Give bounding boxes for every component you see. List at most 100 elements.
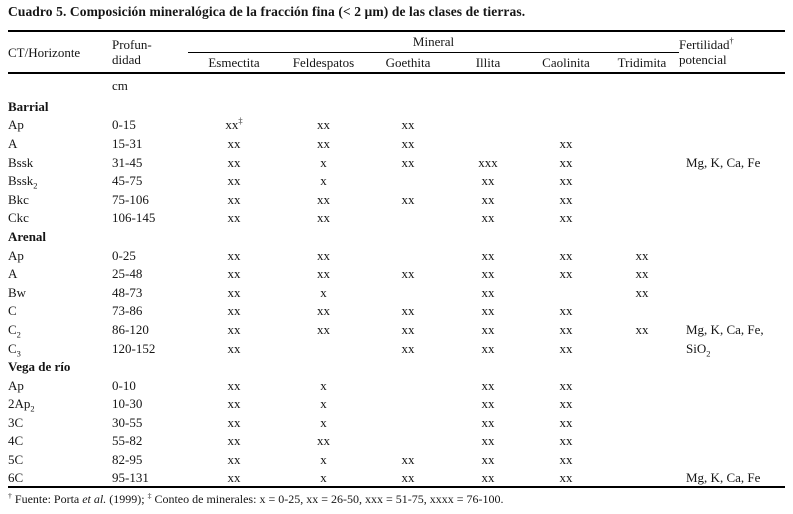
mineral-cell-feldespatos: xx (317, 117, 330, 133)
table-row: A 25-48 xx xx xx xx xx xx (8, 264, 785, 283)
fertility-cell (679, 116, 785, 135)
horizon-cell: Bkc (8, 191, 29, 207)
mineral-cell-illita: xx (481, 173, 495, 189)
col-header-fertilidad-line2: potencial (679, 52, 727, 67)
fertility-cell (679, 246, 785, 265)
mineral-cell-illita: xx (481, 414, 495, 430)
mineral-cell-esmectita: xx (227, 433, 241, 449)
mineral-cell-tridimita: xx (635, 247, 649, 263)
mineral-cell-feldespatos: xx (317, 321, 330, 337)
depth-cell: 30-55 (112, 414, 143, 430)
mineral-cell-tridimita (605, 413, 679, 432)
table-row: C 73-86 xx xx xx xx xx (8, 302, 785, 321)
mineral-cell-esmectita: xx (227, 135, 241, 151)
horizon-cell: 4C (8, 433, 24, 449)
mineral-cell-goethita: xx (401, 321, 415, 337)
mineral-cell-illita: xx (481, 284, 495, 300)
fertility-cell (679, 283, 785, 302)
mineral-cell-caolinita: xx (559, 470, 573, 486)
mineral-cell-tridimita (605, 450, 679, 469)
fertility-cell (679, 264, 785, 283)
table-header: CT/Horizonte Profun- didad Mineral Ferti… (8, 31, 785, 73)
mineral-cell-illita: xx (481, 210, 495, 226)
mineral-cell-caolinita: xx (559, 266, 573, 282)
fertility-cell (679, 432, 785, 451)
horizon-cell: 3C (8, 414, 24, 430)
mineral-cell-caolinita: xx (559, 433, 573, 449)
mineral-cell-goethita (367, 395, 449, 414)
horizon-cell: 6C (8, 470, 24, 486)
mineral-cell-esmectita: xx‡ (225, 116, 243, 133)
footnote-dagger-icon: † (8, 491, 12, 501)
mineral-cell-feldespatos: xx (317, 210, 330, 226)
mineral-cell-tridimita: xx (635, 266, 649, 282)
depth-cell: 0-10 (112, 377, 136, 393)
unit-row: cm (8, 73, 785, 97)
table-row: Bssk 31-45 xx x xx xxx xx Mg, K, Ca, Fe (8, 153, 785, 172)
mineral-cell-goethita (367, 246, 449, 265)
mineral-cell-illita: xx (481, 396, 495, 412)
footnote: † Fuente: Porta et al. (1999); ‡ Conteo … (8, 492, 785, 506)
mineral-cell-caolinita (527, 283, 605, 302)
mineral-cell-tridimita (605, 376, 679, 395)
table-row: Bssk2 45-75 xx x xx xx (8, 171, 785, 190)
col-header-fertilidad-potencial: Fertilidad† potencial (679, 31, 785, 73)
depth-cell: 10-30 (112, 396, 143, 412)
depth-cell: 82-95 (112, 452, 143, 468)
table-row: 3C 30-55 xx x xx xx (8, 413, 785, 432)
mineral-cell-tridimita (605, 339, 679, 358)
depth-cell: 106-145 (112, 210, 156, 226)
mineral-cell-tridimita (605, 302, 679, 321)
mineral-cell-esmectita: xx (227, 414, 241, 430)
mineral-cell-goethita: xx (401, 135, 415, 151)
table-row: Ap 0-25 xx xx xx xx xx (8, 246, 785, 265)
mineral-cell-illita: xx (481, 340, 495, 356)
mineral-cell-illita: xx (481, 377, 495, 393)
horizon-cell: Ap (8, 117, 24, 133)
mineral-cell-tridimita (605, 190, 679, 209)
mineral-cell-tridimita: xx (635, 284, 649, 300)
mineral-cell-goethita: xx (401, 470, 415, 486)
mineral-cell-caolinita: xx (559, 377, 573, 393)
table-body: cm Barrial Ap 0-15 xx‡ xx xx A 15-31 xx xx xx xx Bss… (8, 73, 785, 487)
horizon-cell: Ap (8, 377, 24, 393)
mineral-cell-feldespatos: x (320, 470, 327, 486)
mineral-cell-goethita (367, 209, 449, 228)
section-header-row: Barrial (8, 97, 785, 116)
mineral-cell-goethita: xx (401, 340, 415, 356)
mineral-cell-goethita: xx (401, 303, 415, 319)
mineral-cell-caolinita: xx (559, 154, 573, 170)
mineral-cell-esmectita: xx (227, 452, 241, 468)
horizon-cell: Ap (8, 247, 24, 263)
horizon-cell: 2Ap2 (8, 396, 35, 414)
mineral-cell-goethita: xx (401, 117, 415, 133)
mineral-cell-tridimita (605, 134, 679, 153)
horizon-cell: A (8, 135, 18, 151)
mineral-cell-illita: xx (481, 321, 495, 337)
table-row: 4C 55-82 xx xx xx xx (8, 432, 785, 451)
mineral-cell-esmectita: xx (227, 247, 241, 263)
col-header-caolinita: Caolinita (542, 54, 590, 70)
mineral-cell-caolinita: xx (559, 173, 573, 189)
fertility-cell: Mg, K, Ca, Fe (686, 470, 761, 486)
horizon-cell: Bssk2 (8, 173, 38, 191)
mineral-cell-feldespatos: x (320, 377, 327, 393)
table-row: 5C 82-95 xx x xx xx xx (8, 450, 785, 469)
horizon-cell: Bssk (8, 154, 34, 170)
unit-row-filler (188, 73, 785, 97)
mineral-cell-tridimita (605, 395, 679, 414)
horizon-cell: Bw (8, 284, 27, 300)
section-name: Arenal (8, 228, 47, 244)
mineral-cell-feldespatos: xx (317, 135, 330, 151)
mineral-composition-table: CT/Horizonte Profun- didad Mineral Ferti… (8, 30, 785, 489)
mineral-cell-esmectita: xx (227, 284, 241, 300)
mineral-cell-feldespatos: x (320, 173, 327, 189)
mineral-cell-esmectita: xx (227, 191, 241, 207)
depth-cell: 120-152 (112, 340, 156, 356)
col-header-profundidad-line2: didad (112, 52, 141, 67)
mineral-cell-feldespatos: x (320, 284, 327, 300)
mineral-cell-illita: xxx (478, 154, 498, 170)
section-name: Barrial (8, 98, 49, 114)
mineral-cell-caolinita (527, 116, 605, 135)
mineral-cell-feldespatos: x (320, 396, 327, 412)
